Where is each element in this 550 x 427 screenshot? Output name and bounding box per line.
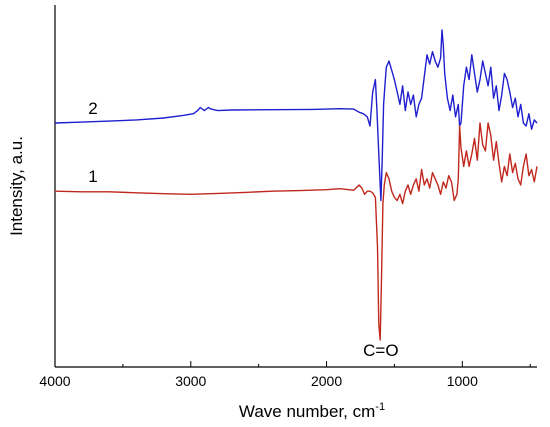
x-axis-label-text: Wave number, cm — [239, 402, 375, 421]
annotation-carbonyl: C=O — [363, 341, 398, 360]
y-axis-label: Intensity, a.u. — [7, 136, 26, 236]
series-line-2 — [54, 29, 538, 202]
plot-frame — [54, 5, 537, 368]
x-tick-label: 2000 — [311, 373, 342, 389]
labels-layer: 2 1 C=O — [88, 99, 398, 360]
x-tick-label: 1000 — [447, 373, 478, 389]
x-axis-label-superscript: -1 — [375, 401, 385, 413]
series-label-1: 1 — [88, 167, 97, 186]
series-layer — [54, 29, 538, 341]
series-line-1 — [54, 122, 538, 341]
x-axis-ticks: 4000 3000 2000 1000 — [39, 361, 531, 389]
x-tick-label: 4000 — [39, 373, 70, 389]
series-label-2: 2 — [88, 99, 97, 118]
x-axis-label: Wave number, cm-1 — [239, 401, 385, 421]
x-tick-label: 3000 — [175, 373, 206, 389]
